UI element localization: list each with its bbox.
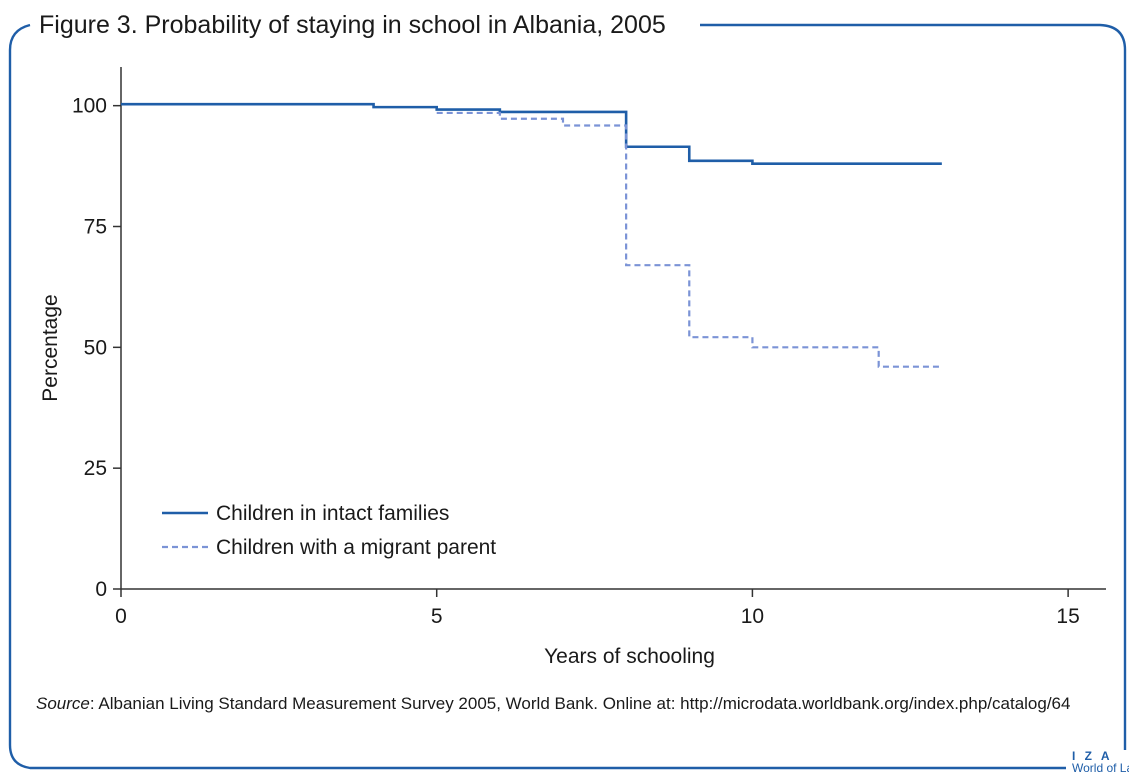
iza-logo: I Z A World of Labor [1066, 750, 1129, 775]
series-line-2 [436, 111, 942, 368]
series-line-1 [121, 102, 942, 165]
figure-title: Figure 3. Probability of staying in scho… [36, 10, 669, 40]
y-tick-label: 0 [95, 578, 107, 601]
y-axis-title: Percentage [39, 294, 62, 401]
axes: 0 25 50 75 100 0 5 10 15 Years of schooling Percen… [39, 67, 1106, 668]
y-tick-label: 50 [84, 336, 107, 359]
source-label: Source [36, 694, 90, 713]
x-tick-label: 10 [741, 605, 764, 628]
y-tick-label: 25 [84, 457, 107, 480]
x-tick-label: 0 [115, 605, 127, 628]
legend: Children in intact families Children with… [162, 502, 496, 559]
source-text: : Albanian Living Standard Measurement S… [89, 694, 1071, 713]
logo-line2: World of Labor [1072, 761, 1129, 775]
y-tick-label: 100 [72, 95, 107, 118]
y-tick-label: 75 [84, 216, 107, 239]
x-tick-label: 15 [1056, 605, 1079, 628]
logo-line1: I Z A [1072, 750, 1113, 763]
series-layer [121, 102, 942, 368]
legend-label-2: Children with a migrant parent [216, 536, 496, 559]
legend-label-1: Children in intact families [216, 502, 449, 525]
source-note: Source: Albanian Living Standard Measure… [36, 692, 1116, 716]
x-tick-label: 5 [431, 605, 443, 628]
x-axis-title: Years of schooling [544, 645, 715, 668]
